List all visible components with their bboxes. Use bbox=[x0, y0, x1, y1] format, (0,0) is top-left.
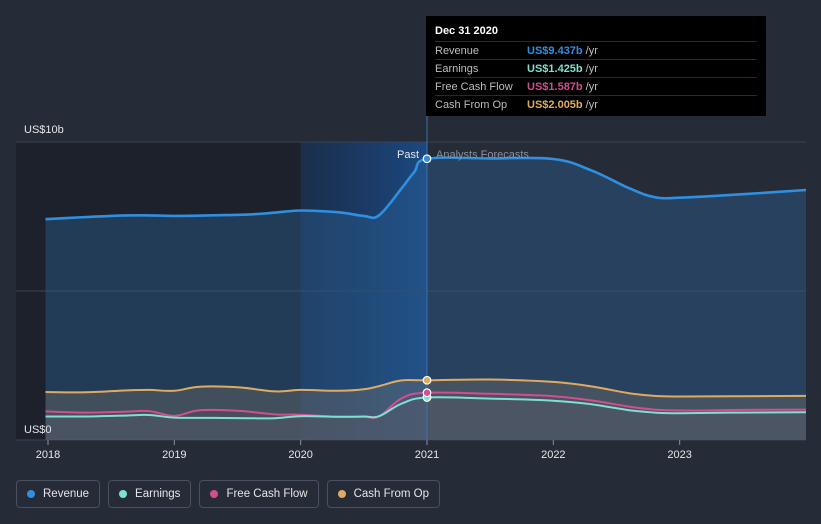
legend-item-revenue[interactable]: Revenue bbox=[16, 480, 101, 508]
tooltip-row-cash-from-op: Cash From Op US$2.005b /yr bbox=[435, 95, 757, 113]
earnings-area bbox=[45, 397, 806, 440]
x-tick-label: 2022 bbox=[541, 449, 565, 461]
tooltip-row-label: Revenue bbox=[435, 44, 480, 57]
y-tick-label-top: US$10b bbox=[24, 124, 64, 136]
legend-dot-icon bbox=[27, 490, 35, 498]
tooltip-row-unit: /yr bbox=[585, 44, 598, 57]
tooltip-row-value: US$9.437b bbox=[527, 44, 583, 57]
legend-dot-icon bbox=[337, 490, 346, 498]
revenue-marker bbox=[422, 154, 432, 164]
legend-item-free-cash-flow[interactable]: Free Cash Flow bbox=[199, 480, 319, 508]
legend-label: Free Cash Flow bbox=[226, 488, 308, 500]
legend-dot-icon bbox=[210, 490, 219, 498]
y-tick-label-bottom: US$0 bbox=[24, 424, 52, 436]
tooltip: Dec 31 2020 Revenue US$9.437b /yr Earnin… bbox=[426, 16, 766, 116]
cash-from-op-line bbox=[45, 378, 807, 398]
tooltip-row-unit: /yr bbox=[585, 80, 598, 93]
tooltip-row-value: US$1.587b bbox=[527, 80, 583, 93]
tooltip-row-unit: /yr bbox=[585, 98, 598, 111]
x-tick-label: 2019 bbox=[162, 449, 186, 461]
legend-item-earnings[interactable]: Earnings bbox=[108, 480, 192, 508]
tooltip-row-label: Cash From Op bbox=[435, 98, 508, 111]
tooltip-row-revenue: Revenue US$9.437b /yr bbox=[435, 41, 757, 59]
tooltip-row-value: US$1.425b bbox=[527, 62, 583, 75]
analysts-forecasts-label: Analysts Forecasts bbox=[436, 149, 529, 161]
tooltip-row-earnings: Earnings US$1.425b /yr bbox=[435, 59, 757, 77]
tooltip-row-value: US$2.005b bbox=[527, 98, 583, 111]
legend-label: Cash From Op bbox=[353, 488, 430, 500]
earnings-line bbox=[45, 396, 807, 420]
x-tick-label: 2021 bbox=[415, 449, 439, 461]
x-axis: 2018 2019 2020 2021 2022 2023 bbox=[36, 440, 692, 461]
legend-label: Revenue bbox=[43, 488, 90, 500]
tooltip-row-free-cash-flow: Free Cash Flow US$1.587b /yr bbox=[435, 77, 757, 95]
x-tick-label: 2020 bbox=[288, 449, 312, 461]
legend: Revenue Earnings Free Cash Flow Cash Fro… bbox=[16, 480, 441, 508]
free-cash-flow-area bbox=[45, 392, 806, 440]
series-areas bbox=[45, 157, 806, 440]
legend-label: Earnings bbox=[135, 488, 181, 500]
cash-from-op-marker bbox=[422, 375, 432, 385]
tooltip-row-unit: /yr bbox=[585, 62, 598, 75]
tooltip-row-label: Free Cash Flow bbox=[435, 80, 513, 93]
series-lines bbox=[45, 156, 807, 420]
tooltip-row-label: Earnings bbox=[435, 62, 479, 75]
x-tick-label: 2023 bbox=[667, 449, 691, 461]
legend-dot-icon bbox=[119, 490, 128, 498]
revenue-line bbox=[45, 156, 807, 221]
legend-item-cash-from-op[interactable]: Cash From Op bbox=[326, 480, 441, 508]
revenue-area bbox=[45, 157, 806, 440]
x-tick-label: 2018 bbox=[36, 449, 60, 461]
tooltip-title: Dec 31 2020 bbox=[435, 25, 498, 37]
free-cash-flow-marker bbox=[422, 388, 432, 398]
past-label: Past bbox=[397, 149, 419, 161]
chart: US$10b US$0 Past Analysts Forecasts 2018… bbox=[16, 16, 807, 461]
tooltip-markers bbox=[422, 154, 432, 402]
cash-from-op-area bbox=[45, 379, 806, 440]
